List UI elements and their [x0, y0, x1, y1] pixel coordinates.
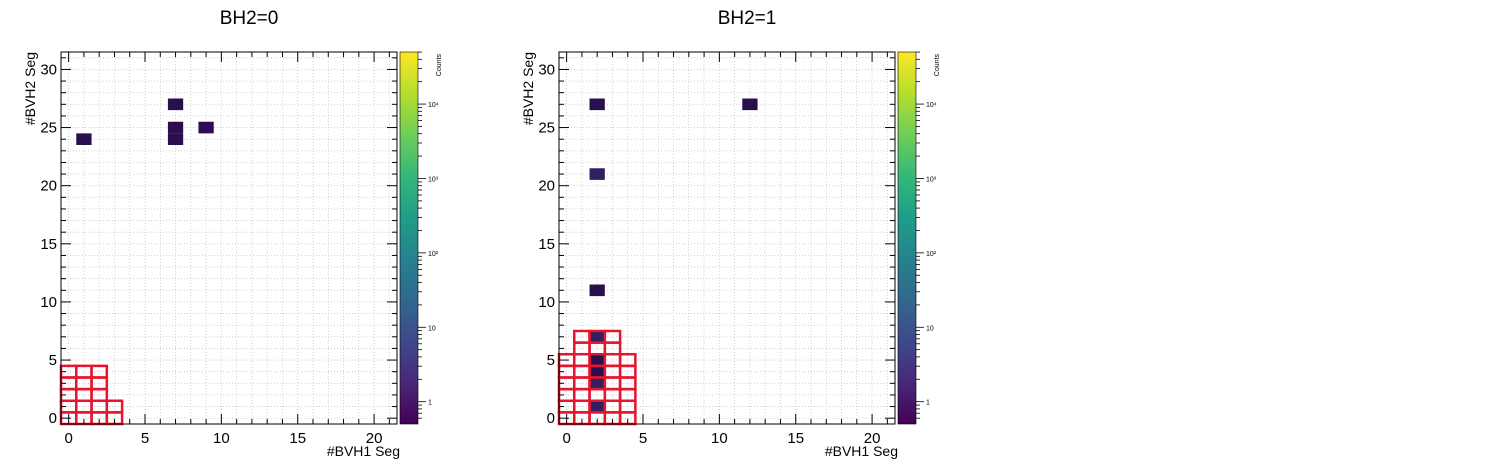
x-axis-label: #BVH1 Seg — [825, 443, 898, 459]
highlight-box — [105, 399, 124, 414]
heatmap-cell — [589, 365, 605, 378]
heatmap-cell — [742, 98, 758, 111]
colorbar-tick-label: 10³ — [926, 176, 937, 183]
colorbar-tick-label: 10⁴ — [926, 102, 937, 109]
x-tick-label: 0 — [64, 430, 72, 447]
x-tick-label: 15 — [289, 430, 306, 447]
heatmap-cell — [589, 98, 605, 111]
heatmap-cell — [589, 354, 605, 366]
heatmap-cell — [167, 133, 184, 145]
x-tick-label: 5 — [141, 430, 149, 447]
y-tick-label: 0 — [49, 410, 57, 427]
heatmap-cell — [589, 331, 605, 343]
highlight-box — [618, 353, 637, 368]
heatmap-cell — [76, 133, 92, 145]
heatmap-panel-bh2-0: BH2=0 0 5 10 15 20 0 5 10 15 20 25 30 #BVH1 Seg #BVH2… — [0, 0, 498, 475]
highlight-box — [603, 329, 622, 344]
y-tick-label: 20 — [538, 178, 555, 195]
heatmap-cell — [167, 121, 184, 134]
plot-area — [559, 52, 895, 424]
colorbar-tick-label: 10 — [428, 325, 436, 332]
heatmap-plot: 0 5 10 15 20 0 5 10 15 20 25 30 #BVH1 Seg #BVH2 Seg 1 1… — [22, 51, 443, 459]
colorbar-label: Counts — [436, 54, 443, 77]
plot-area — [61, 52, 397, 424]
y-tick-label: 10 — [538, 294, 555, 311]
colorbar-tick-label: 10³ — [428, 176, 439, 183]
x-tick-label: 10 — [213, 430, 230, 447]
heatmap-cell — [589, 284, 605, 297]
x-axis-label: #BVH1 Seg — [327, 443, 400, 459]
colorbar-tick-label: 10⁴ — [428, 102, 439, 109]
y-tick-label: 15 — [538, 236, 555, 253]
heatmap-panel-bh2-1: BH2=1 0 5 10 15 20 0 5 10 15 20 25 30 #BVH1 Seg #BVH2… — [498, 0, 996, 475]
y-axis-label: #BVH2 Seg — [520, 52, 536, 125]
heatmap-cell — [198, 121, 214, 134]
y-tick-label: 15 — [40, 236, 57, 253]
x-tick-label: 0 — [562, 430, 570, 447]
y-tick-label: 30 — [40, 61, 57, 78]
chart-title: BH2=1 — [717, 8, 777, 29]
heatmap-cell — [589, 168, 605, 180]
colorbar-label: Counts — [934, 54, 941, 77]
heatmap-cell — [167, 98, 184, 111]
plot-frame — [60, 51, 398, 425]
highlight-box — [90, 364, 109, 379]
colorbar-tick-label: 10² — [926, 251, 937, 258]
y-tick-label: 5 — [49, 352, 57, 369]
x-tick-label: 10 — [711, 430, 728, 447]
y-tick-label: 25 — [538, 120, 555, 137]
y-tick-label: 25 — [40, 120, 57, 137]
colorbar-tick-label: 10² — [428, 251, 439, 258]
y-tick-label: 0 — [547, 410, 555, 427]
x-tick-label: 15 — [787, 430, 804, 447]
colorbar-tick-label: 1 — [926, 400, 930, 407]
colorbar-tick-label: 10 — [926, 325, 934, 332]
heatmap-plot: 0 5 10 15 20 0 5 10 15 20 25 30 #BVH1 Seg #BVH2 Seg 1 1… — [520, 51, 941, 459]
y-tick-label: 20 — [40, 178, 57, 195]
x-tick-label: 20 — [366, 430, 383, 447]
chart-title: BH2=0 — [219, 8, 279, 29]
plot-frame — [558, 51, 896, 425]
y-tick-label: 5 — [547, 352, 555, 369]
x-tick-label: 20 — [864, 430, 881, 447]
y-tick-label: 10 — [40, 294, 57, 311]
y-tick-label: 30 — [538, 61, 555, 78]
heatmap-cell — [589, 400, 605, 413]
colorbar — [897, 51, 917, 425]
colorbar-tick-label: 1 — [428, 400, 432, 407]
colorbar — [399, 51, 419, 425]
x-tick-label: 5 — [639, 430, 647, 447]
heatmap-cell — [589, 377, 605, 390]
y-axis-label: #BVH2 Seg — [22, 52, 38, 125]
